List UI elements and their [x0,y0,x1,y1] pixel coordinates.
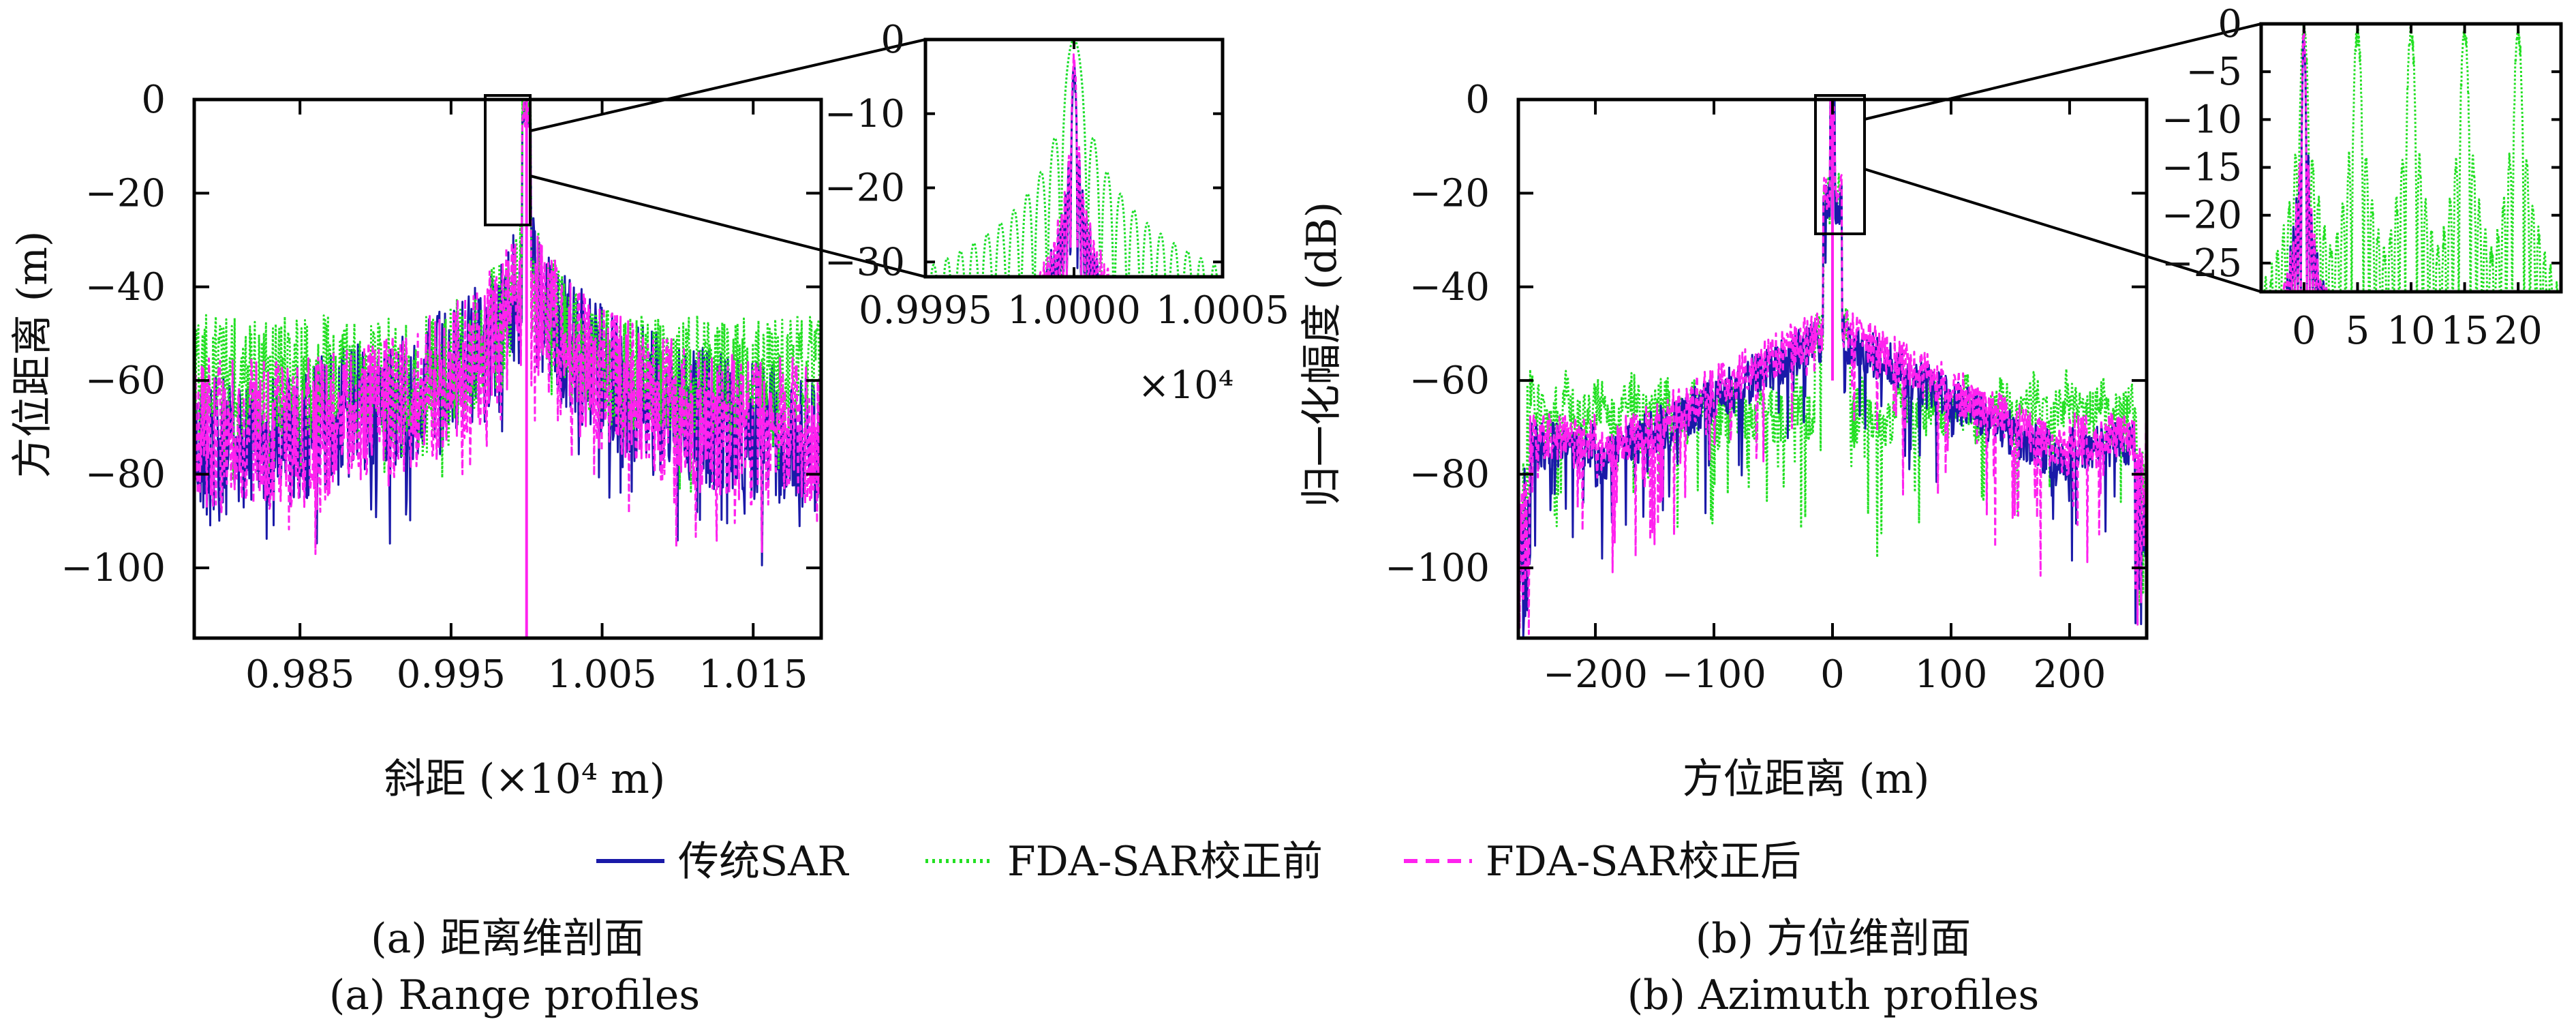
y-tick-label: −30 [825,240,905,284]
x-tick-label: 5 [2346,309,2370,353]
y-tick-label: −20 [2162,194,2242,238]
panel-b-ticks: −200 −100 0 100 200 0 −20 −40 −60 −80 −100 [1385,78,2147,697]
x-tick-label: 200 [2033,652,2106,697]
y-tick-label: −40 [1409,265,1490,310]
x-tick-label: −100 [1661,652,1766,697]
panel-a-zoom-connector-bottom [530,175,926,278]
x-tick-label: 0.995 [397,652,506,697]
x-tick-label: 100 [1915,652,1988,697]
panel-b-zoom-connector-bottom [1864,168,2262,293]
legend-label-after: FDA-SAR校正后 [1486,838,1801,886]
x-tick-label: 0.985 [245,652,354,697]
y-tick-label: −100 [61,546,166,590]
panel-a-ticks: 0.985 0.995 1.005 1.015 0 −20 −40 −60 −80 −100 [61,78,821,697]
x-tick-label: 0 [1820,652,1845,697]
x-tick-label: −200 [1543,652,1648,697]
panel-b-xlabel: 方位距离 (m) [1683,755,1930,803]
panel-a-caption-cn: (a) 距离维剖面 [371,915,645,963]
y-tick-label: −20 [1409,171,1490,215]
panel-b-zoom-box [1814,94,1866,235]
y-tick-label: −60 [85,359,166,403]
panel-b-ylabel: 归一化幅度 (dB) [1298,202,1346,507]
y-tick-label: −60 [1409,359,1490,403]
legend-label-traditional: 传统SAR [678,838,849,886]
x-tick-label: 10 [2387,309,2435,353]
panel-a-ylabel: 方位距离 (m) [9,231,57,479]
trace-after [193,100,823,556]
y-tick-label: 0 [2218,2,2242,46]
y-tick-label: 0 [1465,78,1490,122]
x-tick-label: 15 [2440,309,2489,353]
panel-b-caption-cn: (b) 方位维剖面 [1696,915,1971,963]
x-tick-label: 1.015 [699,652,808,697]
panel-a-zoom-box [484,94,532,226]
y-tick-label: −20 [85,171,166,215]
panel-a-xlabel: 斜距 (×10⁴ m) [384,755,666,803]
panel-a-traces [193,100,823,638]
x-tick-label: 0 [2292,309,2316,353]
panel-a-caption-en: (a) Range profiles [329,971,700,1019]
y-tick-label: −15 [2162,146,2242,190]
panel-a-inset-multiplier: ×10⁴ [1138,363,1234,408]
x-tick-label: 1.0005 [1156,288,1289,333]
inset-trace-before [2260,23,2562,293]
x-tick-label: 1.005 [547,652,656,697]
panel-a-frame [192,97,823,640]
legend: 传统SAR FDA-SAR校正前 FDA-SAR校正后 [596,838,1801,886]
panel-a-zoom-connector-top [530,38,926,132]
x-tick-label: 20 [2494,309,2543,353]
panel-b-caption-en: (b) Azimuth profiles [1627,971,2040,1019]
y-tick-label: −10 [825,92,905,136]
legend-item: FDA-SAR校正后 [1404,838,1801,886]
y-tick-label: −80 [1409,453,1490,497]
legend-item: 传统SAR [596,838,849,886]
panel-b-inset-ticks: 0 5 10 15 200−5−10−15−20−25 [2162,2,2561,353]
y-tick-label: −5 [2186,50,2242,94]
y-tick-label: −20 [825,166,905,211]
legend-label-before: FDA-SAR校正前 [1007,838,1323,886]
y-tick-label: −10 [2162,97,2242,142]
y-tick-label: −40 [85,265,166,310]
x-tick-label: 0.9995 [859,288,992,333]
legend-item: FDA-SAR校正前 [925,838,1323,886]
panel-a-inset-ticks: 0.9995 1.0000 1.0005 0 −10 −20 −30 [825,18,1289,333]
x-tick-label: 1.0000 [1007,288,1141,333]
y-tick-label: −100 [1385,546,1490,590]
y-tick-label: −25 [2162,241,2242,286]
y-tick-label: 0 [141,78,166,122]
y-tick-label: 0 [880,18,905,62]
y-tick-label: −80 [85,453,166,497]
panel-b-zoom-connector-top [1864,22,2262,121]
